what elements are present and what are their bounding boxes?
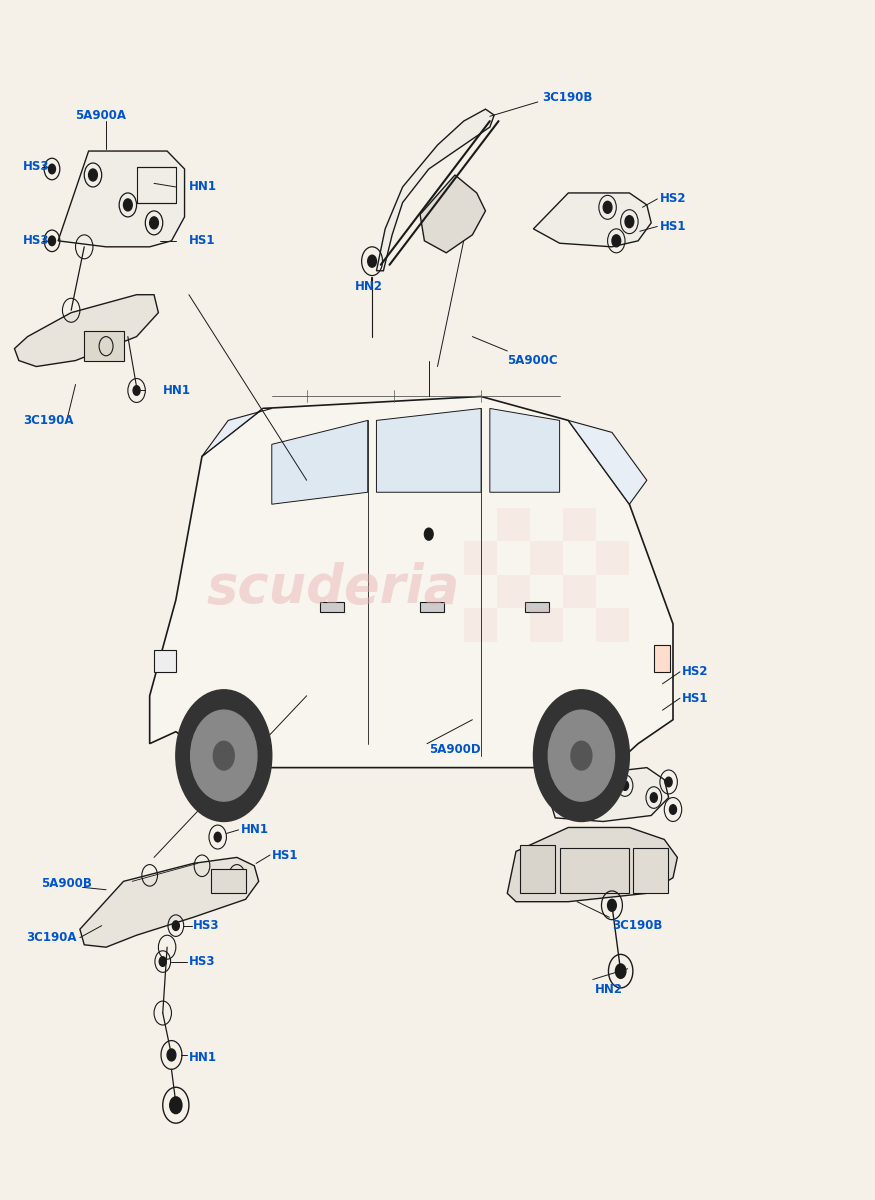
Circle shape bbox=[665, 778, 672, 787]
Circle shape bbox=[88, 169, 97, 181]
Text: HN1: HN1 bbox=[163, 384, 191, 397]
Circle shape bbox=[669, 805, 676, 815]
Text: HS3: HS3 bbox=[24, 234, 50, 247]
Bar bbox=[497, 508, 530, 541]
Circle shape bbox=[170, 1097, 182, 1114]
Polygon shape bbox=[551, 768, 668, 822]
Text: HS3: HS3 bbox=[189, 955, 215, 968]
Circle shape bbox=[172, 920, 179, 930]
Bar bbox=[420, 602, 444, 612]
Circle shape bbox=[424, 528, 433, 540]
Circle shape bbox=[650, 793, 657, 803]
Text: scuderia: scuderia bbox=[206, 562, 459, 614]
Bar bbox=[530, 608, 564, 642]
Circle shape bbox=[150, 217, 158, 229]
Circle shape bbox=[615, 964, 626, 978]
Bar bbox=[211, 869, 246, 893]
Circle shape bbox=[48, 236, 55, 246]
Bar bbox=[654, 646, 669, 672]
Polygon shape bbox=[150, 396, 673, 768]
Text: HN2: HN2 bbox=[354, 280, 382, 293]
Bar bbox=[136, 167, 176, 203]
Bar bbox=[525, 602, 550, 612]
Bar bbox=[521, 846, 556, 893]
Text: HN1: HN1 bbox=[189, 180, 217, 193]
Text: 3C190A: 3C190A bbox=[25, 931, 76, 944]
Text: 5A900B: 5A900B bbox=[40, 877, 92, 890]
Circle shape bbox=[176, 690, 272, 822]
Polygon shape bbox=[376, 109, 494, 271]
Bar bbox=[84, 331, 123, 360]
Bar bbox=[596, 541, 629, 575]
Circle shape bbox=[549, 710, 614, 802]
Circle shape bbox=[159, 956, 166, 966]
Circle shape bbox=[368, 256, 376, 268]
Text: 3C190A: 3C190A bbox=[24, 414, 74, 427]
Bar bbox=[464, 608, 497, 642]
Circle shape bbox=[607, 899, 616, 911]
Text: HN1: HN1 bbox=[242, 823, 270, 836]
Circle shape bbox=[48, 164, 55, 174]
Circle shape bbox=[591, 778, 598, 787]
Polygon shape bbox=[272, 420, 368, 504]
Bar bbox=[464, 541, 497, 575]
Polygon shape bbox=[376, 408, 481, 492]
Circle shape bbox=[214, 833, 221, 842]
Text: HS1: HS1 bbox=[660, 220, 686, 233]
Polygon shape bbox=[569, 420, 647, 504]
Circle shape bbox=[167, 1049, 176, 1061]
Text: 5A900D: 5A900D bbox=[429, 743, 480, 756]
Text: HN1: HN1 bbox=[189, 1051, 217, 1064]
Circle shape bbox=[612, 235, 620, 247]
Bar bbox=[530, 541, 564, 575]
Polygon shape bbox=[80, 858, 259, 947]
Text: HS2: HS2 bbox=[660, 192, 686, 205]
Circle shape bbox=[534, 690, 629, 822]
Bar bbox=[319, 602, 344, 612]
Circle shape bbox=[621, 781, 628, 791]
Text: 3C190B: 3C190B bbox=[612, 919, 662, 932]
Text: HN2: HN2 bbox=[594, 983, 622, 996]
Circle shape bbox=[625, 216, 634, 228]
Bar bbox=[564, 508, 596, 541]
Text: HS3: HS3 bbox=[24, 160, 50, 173]
Circle shape bbox=[123, 199, 132, 211]
Text: HS1: HS1 bbox=[272, 848, 298, 862]
Text: HS3: HS3 bbox=[193, 919, 220, 932]
Bar bbox=[560, 848, 629, 893]
Text: 5A900A: 5A900A bbox=[75, 109, 127, 121]
Polygon shape bbox=[15, 295, 158, 366]
Polygon shape bbox=[202, 408, 272, 456]
Polygon shape bbox=[507, 828, 677, 901]
Bar bbox=[633, 848, 668, 893]
Circle shape bbox=[214, 742, 235, 770]
Bar bbox=[596, 608, 629, 642]
Polygon shape bbox=[420, 175, 486, 253]
Circle shape bbox=[133, 385, 140, 395]
Circle shape bbox=[191, 710, 257, 802]
Polygon shape bbox=[534, 193, 651, 247]
Text: HS1: HS1 bbox=[189, 234, 215, 247]
Bar bbox=[497, 575, 530, 608]
Circle shape bbox=[603, 202, 612, 214]
Bar bbox=[154, 650, 176, 672]
Polygon shape bbox=[490, 408, 560, 492]
Polygon shape bbox=[58, 151, 185, 247]
Text: HS1: HS1 bbox=[682, 691, 708, 704]
Bar bbox=[564, 575, 596, 608]
Text: 5A900C: 5A900C bbox=[507, 354, 558, 367]
Text: HS2: HS2 bbox=[682, 665, 708, 678]
Circle shape bbox=[571, 742, 592, 770]
Text: 3C190B: 3C190B bbox=[542, 91, 592, 103]
